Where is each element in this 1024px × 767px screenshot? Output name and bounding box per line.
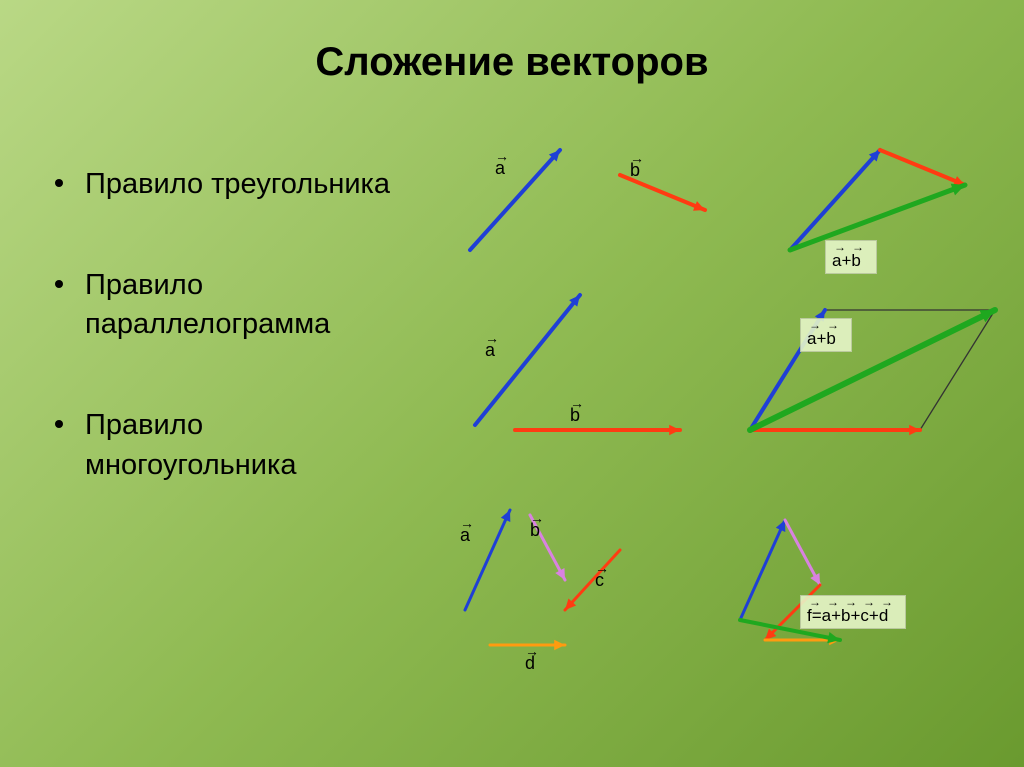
bullet-dot: [55, 420, 63, 428]
vector-label-b: →b: [530, 520, 540, 541]
vector-label-c: →c: [595, 570, 604, 591]
vector-label-d: →d: [525, 653, 535, 674]
bullet-parallelogram: Правило параллелограмма: [55, 266, 415, 344]
bullet-text: Правило треугольника: [85, 165, 390, 204]
vector-label-b: →b: [630, 160, 640, 181]
bullet-dot: [55, 280, 63, 288]
formula-box: →→a+b: [825, 240, 877, 274]
vector-label-a: →a: [460, 525, 470, 546]
formula-box: →→→→→f=a+b+c+d: [800, 595, 906, 629]
bullet-text: Правило многоугольника: [85, 406, 415, 484]
vector-label-b: →b: [570, 405, 580, 426]
vector-label-a: →a: [485, 340, 495, 361]
bullet-triangle: Правило треугольника: [55, 165, 415, 204]
bullet-list: Правило треугольника Правило параллелогр…: [55, 165, 415, 547]
bullet-text: Правило параллелограмма: [85, 266, 415, 344]
diagram-area: →a →b →→a+b →a →b →→a+b →a →b →c →d →→→→→f=a+b+c+d: [430, 120, 1010, 740]
vector-diagrams: [430, 120, 1010, 740]
page-title: Сложение векторов: [0, 40, 1024, 85]
bullet-dot: [55, 179, 63, 187]
formula-box: →→a+b: [800, 318, 852, 352]
bullet-polygon: Правило многоугольника: [55, 406, 415, 484]
vector-label-a: →a: [495, 158, 505, 179]
